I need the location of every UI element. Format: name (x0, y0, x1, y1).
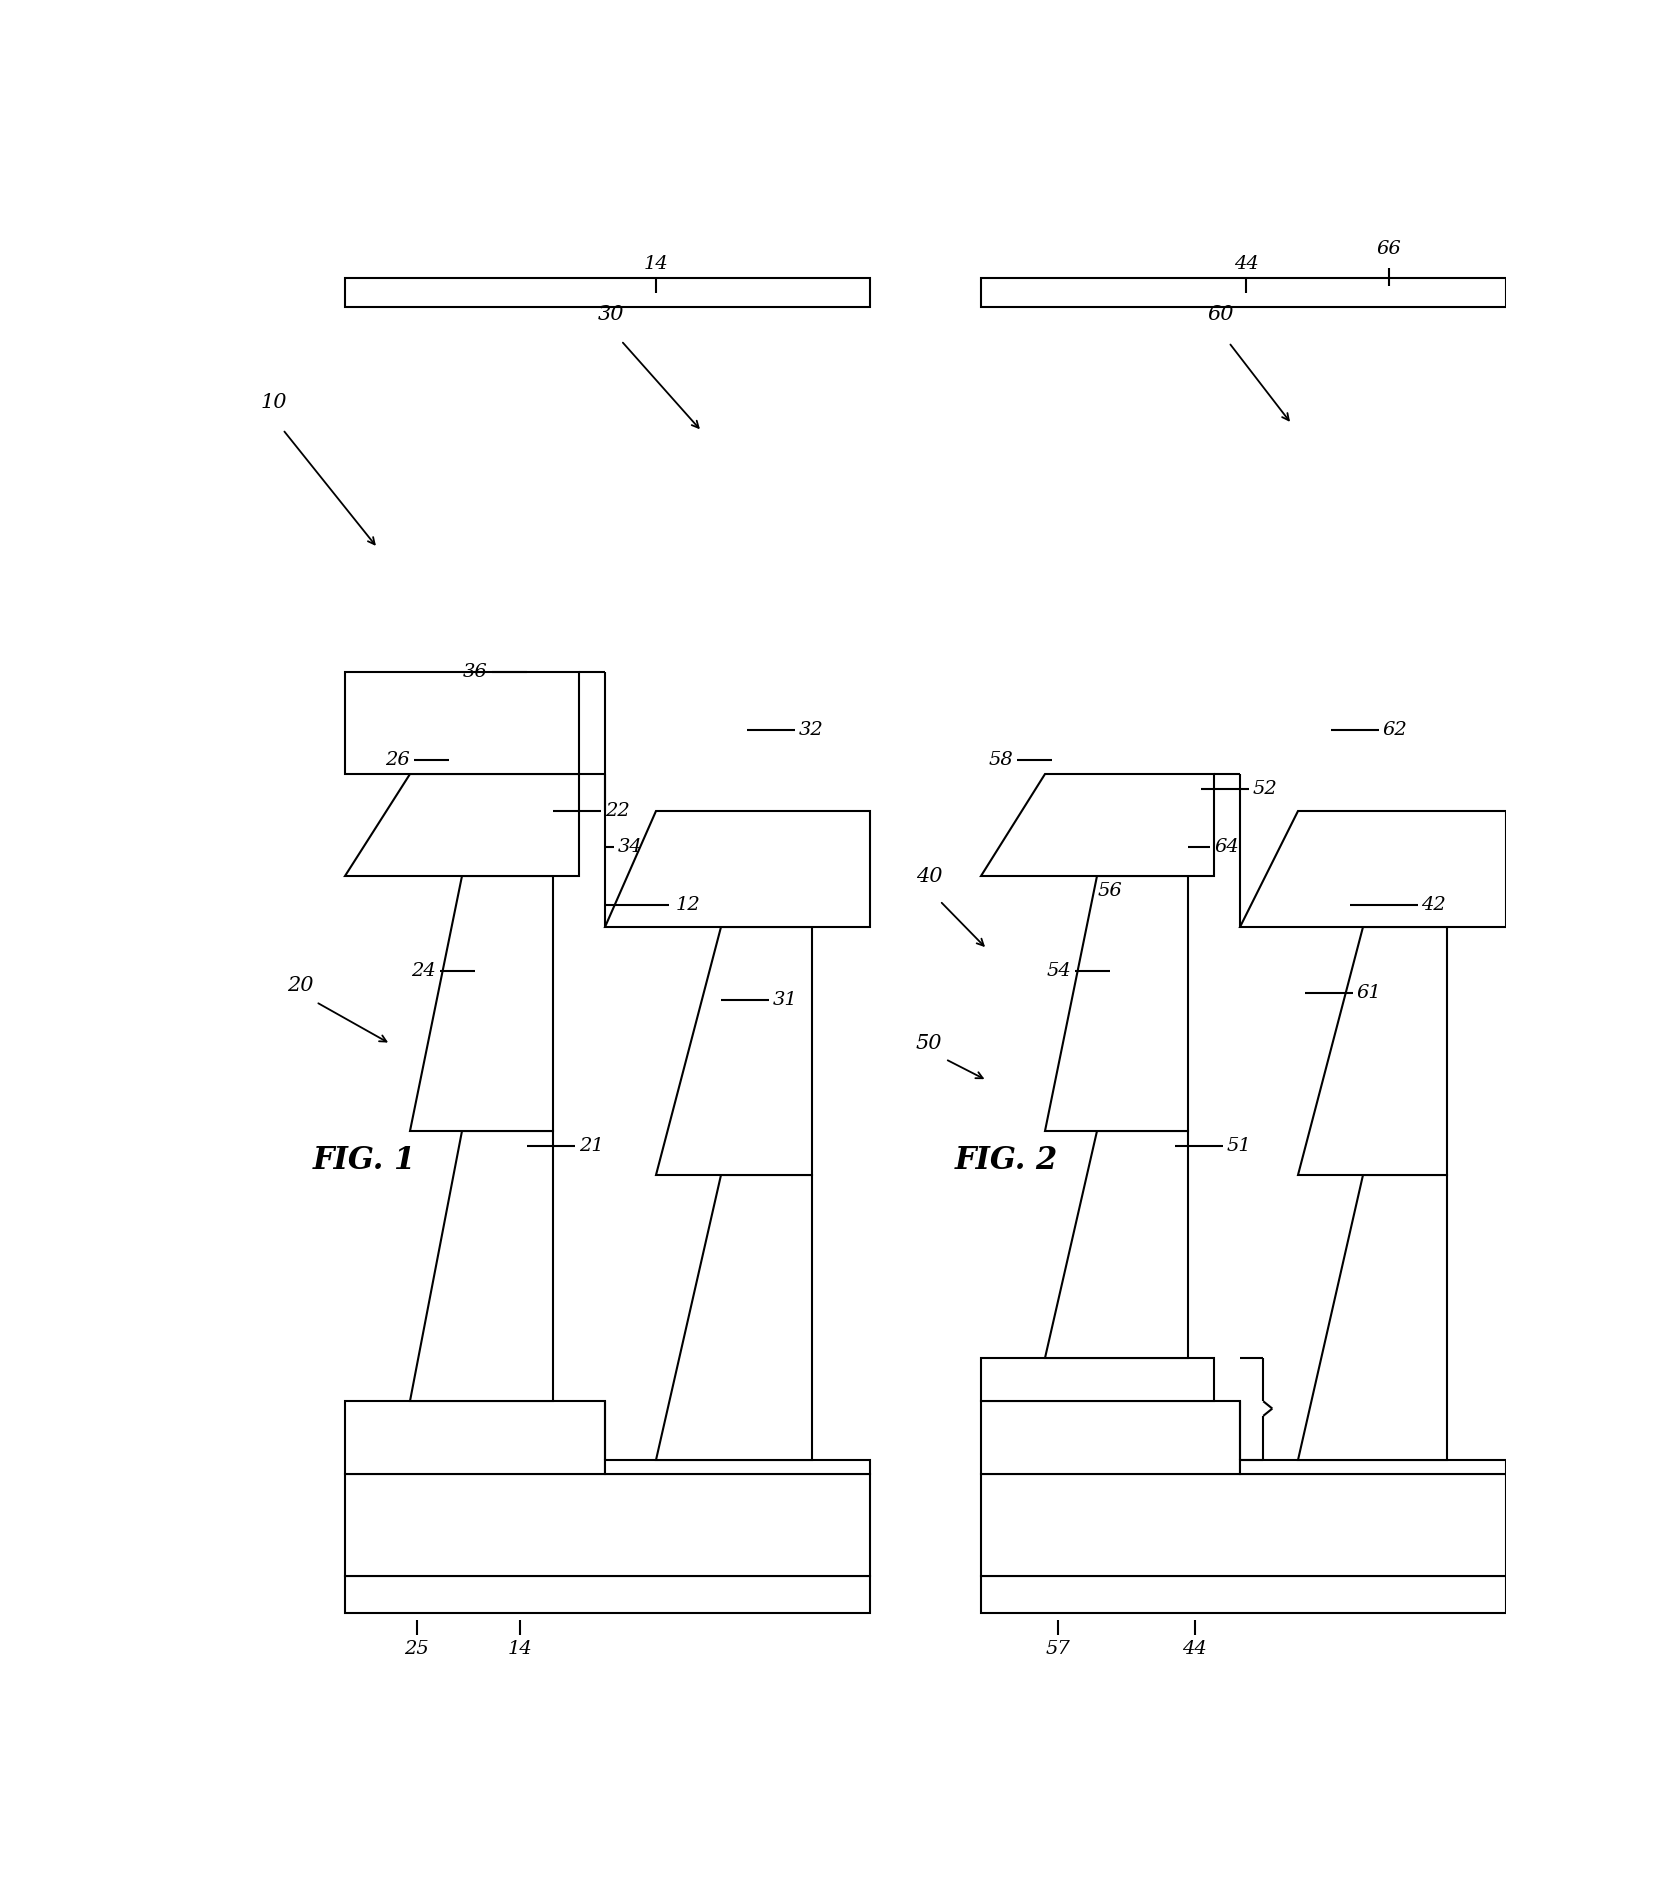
Polygon shape (1046, 877, 1188, 1131)
Polygon shape (345, 278, 870, 307)
Text: 52: 52 (1253, 780, 1278, 797)
Text: 64: 64 (1215, 837, 1238, 856)
Text: 66: 66 (1377, 241, 1402, 258)
Text: 25: 25 (405, 1640, 428, 1659)
Text: 51: 51 (1226, 1136, 1251, 1155)
Polygon shape (345, 1402, 604, 1474)
Text: 62: 62 (1382, 722, 1407, 739)
Text: 21: 21 (579, 1136, 604, 1155)
Polygon shape (345, 672, 579, 775)
Polygon shape (345, 1576, 870, 1614)
Text: 26: 26 (385, 750, 410, 769)
Polygon shape (345, 775, 579, 877)
Text: FIG. 2: FIG. 2 (955, 1146, 1057, 1176)
Polygon shape (345, 1474, 870, 1576)
Text: 44: 44 (1183, 1640, 1206, 1659)
Polygon shape (1298, 1174, 1447, 1460)
Text: 24: 24 (412, 962, 437, 979)
Polygon shape (980, 1474, 1506, 1576)
Text: 14: 14 (509, 1640, 532, 1659)
Polygon shape (656, 928, 811, 1174)
Text: 30: 30 (599, 305, 624, 324)
Text: 34: 34 (617, 837, 642, 856)
Text: 10: 10 (261, 392, 288, 411)
Text: 32: 32 (800, 722, 823, 739)
Polygon shape (604, 811, 870, 928)
Text: 60: 60 (1208, 305, 1235, 324)
Text: 31: 31 (773, 991, 798, 1010)
Polygon shape (980, 1402, 1240, 1474)
Text: 54: 54 (1047, 962, 1071, 979)
Polygon shape (980, 1576, 1506, 1614)
Polygon shape (1046, 1131, 1188, 1358)
Polygon shape (980, 278, 1506, 307)
Polygon shape (980, 1358, 1215, 1402)
Text: 36: 36 (463, 663, 489, 682)
Polygon shape (980, 775, 1215, 877)
Polygon shape (410, 877, 552, 1131)
Text: 57: 57 (1046, 1640, 1071, 1659)
Polygon shape (1298, 928, 1447, 1174)
Polygon shape (410, 1131, 552, 1402)
Text: 20: 20 (286, 975, 313, 994)
Polygon shape (656, 1174, 811, 1460)
Text: 58: 58 (989, 750, 1014, 769)
Text: FIG. 1: FIG. 1 (313, 1146, 417, 1176)
Polygon shape (1240, 1460, 1506, 1474)
Text: 56: 56 (1097, 883, 1123, 900)
Text: 22: 22 (604, 801, 629, 820)
Text: 50: 50 (915, 1034, 942, 1053)
Polygon shape (1240, 811, 1506, 928)
Text: 61: 61 (1357, 983, 1382, 1002)
Text: 40: 40 (915, 867, 942, 886)
Text: 12: 12 (676, 896, 701, 915)
Polygon shape (604, 1460, 870, 1474)
Text: 44: 44 (1235, 254, 1258, 273)
Text: 42: 42 (1422, 896, 1445, 915)
Text: 14: 14 (644, 254, 669, 273)
